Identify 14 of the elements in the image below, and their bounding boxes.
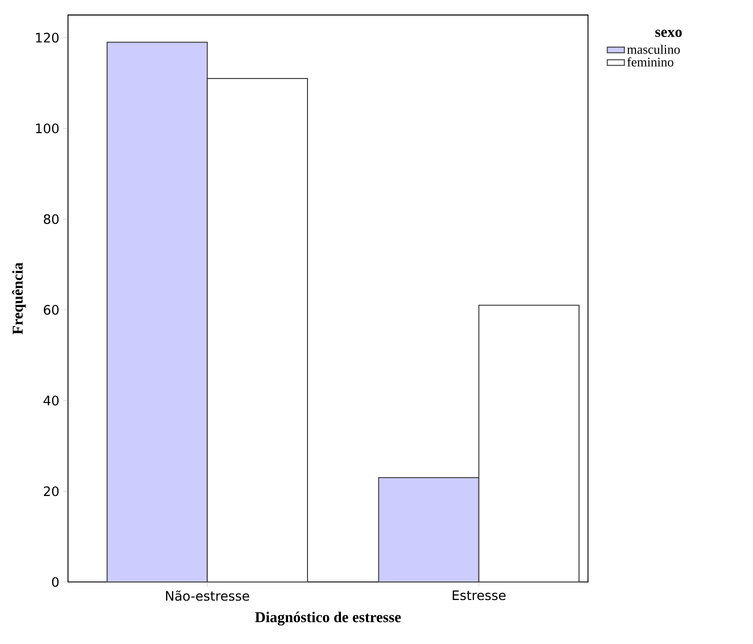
legend-label: feminino <box>627 57 674 66</box>
y-tick-label: 20 <box>44 486 59 496</box>
x-tick-label: Não-estresse <box>166 590 250 601</box>
y-tick-label: 40 <box>44 396 59 406</box>
y-axis-title: Frequência <box>12 262 26 334</box>
y-tick-label: 100 <box>36 123 59 134</box>
x-tick-label: Estresse <box>452 590 506 600</box>
legend-title: sexo <box>655 30 682 37</box>
y-tick-label: 60 <box>44 304 59 315</box>
x-axis-title: Diagnóstico de estresse <box>255 612 401 626</box>
legend-label: masculino <box>627 44 680 54</box>
y-tick-label: 0 <box>52 577 59 587</box>
y-tick-label: 80 <box>44 214 59 224</box>
y-tick-label: 120 <box>36 32 59 43</box>
